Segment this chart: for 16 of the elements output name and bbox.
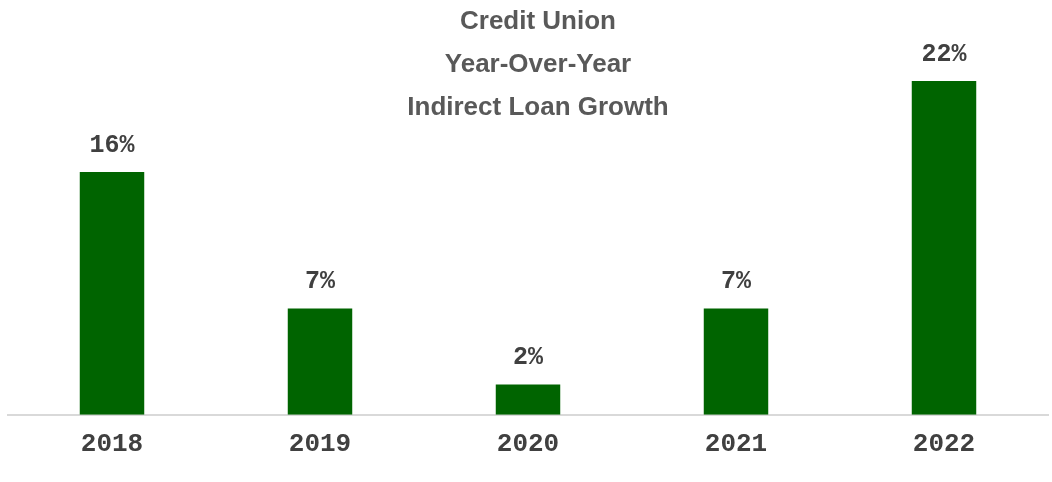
bar — [79, 172, 145, 415]
x-tick-label: 2018 — [80, 428, 144, 459]
data-label: 22% — [921, 39, 968, 69]
bar — [495, 384, 561, 415]
x-tick-label: 2022 — [912, 428, 976, 459]
data-label: 16% — [89, 130, 136, 160]
chart-title: Credit Union Year-Over-Year Indirect Loan Growth — [407, 5, 669, 122]
data-label: 2% — [512, 343, 544, 373]
data-label: 7% — [720, 267, 752, 297]
bar — [911, 81, 977, 415]
bar — [287, 308, 353, 415]
bar — [703, 308, 769, 415]
x-tick-label: 2020 — [496, 428, 560, 459]
x-tick-label: 2019 — [288, 428, 352, 459]
x-tick-label: 2021 — [704, 428, 768, 459]
data-label: 7% — [304, 267, 336, 297]
